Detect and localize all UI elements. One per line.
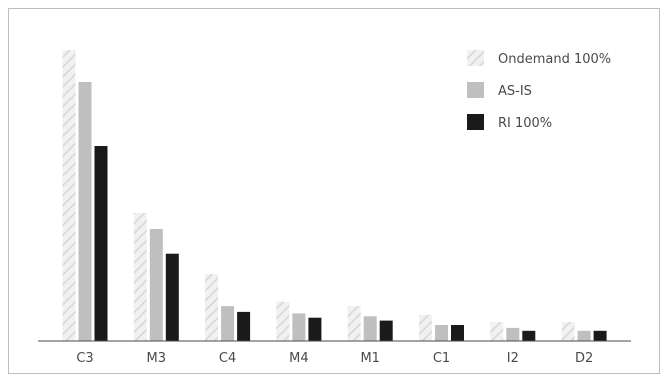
bar-ri-100-m4 [308, 318, 321, 341]
legend-swatch-ri-100 [467, 114, 484, 130]
bar-ondemand-100-c3 [63, 50, 76, 341]
bar-as-is-m4 [292, 313, 305, 341]
bar-ondemand-100-m3 [134, 213, 147, 341]
legend-label-ri-100: RI 100% [498, 116, 552, 131]
x-tick-label: I2 [507, 351, 519, 366]
bar-as-is-c4 [221, 306, 234, 341]
bar-ri-100-c4 [237, 312, 250, 341]
x-tick-label: C3 [76, 351, 93, 366]
bar-ondemand-100-c1 [419, 315, 432, 341]
legend-label-ondemand-100: Ondemand 100% [498, 52, 611, 67]
x-tick-label: M3 [147, 351, 167, 366]
bar-as-is-m1 [364, 316, 377, 341]
bar-ondemand-100-d2 [562, 322, 575, 341]
bar-ri-100-d2 [594, 331, 607, 341]
bar-as-is-c3 [79, 82, 92, 341]
bar-ri-100-c3 [95, 146, 108, 341]
x-tick-label: D2 [575, 351, 593, 366]
legend: Ondemand 100% AS-IS RI 100% [467, 50, 611, 131]
bar-ri-100-m3 [166, 254, 179, 341]
bar-as-is-c1 [435, 325, 448, 341]
bar-as-is-d2 [578, 331, 591, 341]
bar-as-is-m3 [150, 229, 163, 341]
x-tick-label: C4 [219, 351, 236, 366]
legend-swatch-as-is [467, 82, 484, 98]
x-tick-label: M4 [289, 351, 309, 366]
bar-ondemand-100-i2 [490, 322, 503, 341]
x-tick-label: C1 [433, 351, 450, 366]
legend-swatch-ondemand-100 [467, 50, 484, 66]
bar-as-is-i2 [506, 328, 519, 341]
x-tick-label: M1 [360, 351, 380, 366]
bar-ri-100-i2 [522, 331, 535, 341]
bar-ri-100-m1 [380, 321, 393, 341]
bar-ondemand-100-c4 [205, 274, 218, 341]
bar-ri-100-c1 [451, 325, 464, 341]
bar-ondemand-100-m1 [348, 306, 361, 341]
legend-label-as-is: AS-IS [498, 84, 532, 99]
x-tick-labels: C3 M3 C4 M4 M1 C1 I2 D2 [76, 351, 593, 366]
bar-ondemand-100-m4 [276, 302, 289, 341]
